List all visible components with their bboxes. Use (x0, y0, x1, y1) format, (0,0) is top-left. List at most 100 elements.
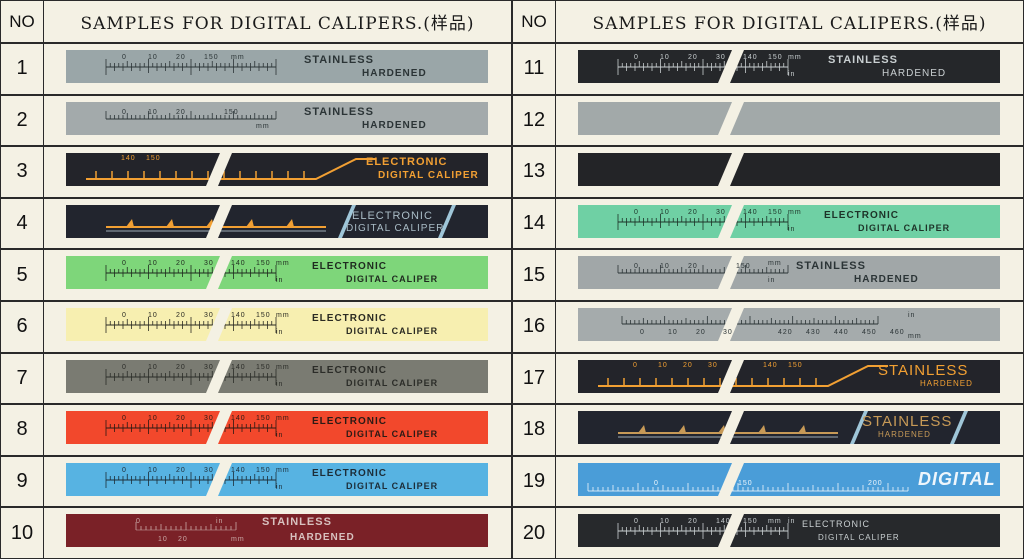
tick-label: 0 (634, 208, 639, 216)
sample-number: 17 (512, 352, 556, 405)
tick-label: mm (276, 363, 290, 371)
cut-line (206, 462, 232, 496)
strip-graphic (578, 514, 1000, 548)
tick-label: in (908, 312, 916, 319)
strip-label-primary: STAINLESS (304, 105, 374, 118)
strip-label-primary: STAINLESS (862, 413, 953, 431)
caliper-scale-strip (578, 153, 1000, 187)
strip-background (66, 204, 488, 238)
strip-graphic (66, 359, 488, 393)
strip-label-secondary: DIGITAL CALIPER (858, 222, 951, 233)
tick-label: 10 (148, 415, 158, 423)
sample-number: 11 (512, 43, 556, 95)
caliper-scale-strip: 0 10 20 30 140 150 mm in STAINLESS HARDENED (578, 50, 1000, 83)
sample-row (556, 94, 1024, 147)
tick-label: in (276, 277, 284, 285)
strip-graphic (578, 101, 1000, 135)
strip-label-primary: ELECTRONIC (312, 416, 387, 428)
scale-line (598, 364, 888, 387)
tick-label: 460 (890, 329, 905, 336)
tick-label: 10 (148, 312, 158, 319)
tick-label: in (276, 432, 284, 440)
scale-tick (126, 218, 134, 227)
decor-stripe (338, 204, 356, 238)
strip-label-primary: ELECTRONIC (312, 261, 387, 273)
tick-label: 140 (231, 312, 246, 319)
sample-row: 0 10 20 30 140 150 mm in ELECTRONIC DIGITAL CALIP… (44, 404, 512, 456)
strip-label-primary: STAINLESS (828, 54, 898, 66)
sample-number: 3 (0, 146, 44, 198)
strip-graphic (66, 101, 488, 135)
tick-label: 150 (736, 263, 751, 271)
strip-label-primary: ELECTRONIC (802, 519, 871, 530)
tick-label: 20 (176, 312, 186, 319)
tick-label: 0 (634, 263, 639, 271)
tick-label: in (788, 71, 796, 78)
tick-label: 10 (660, 263, 670, 271)
tick-label: 10 (148, 260, 158, 268)
tick-label: in (216, 518, 224, 526)
tick-label: in (276, 483, 284, 491)
tick-label: 140 (121, 155, 136, 163)
tick-label: 140 (231, 363, 246, 371)
tick-label: 20 (683, 361, 693, 369)
caliper-scale-strip: 0 10 20 30 140 150 mm in ELECTRONIC DIGITAL CALIP… (66, 411, 488, 445)
tick-label: in (768, 277, 776, 285)
decor-stripe (438, 204, 456, 238)
strip-background (66, 514, 488, 548)
tick-label: 10 (158, 536, 168, 544)
tick-label: 150 (256, 312, 271, 319)
tick-label: 20 (176, 415, 186, 423)
sample-number: 5 (0, 249, 44, 301)
strip-graphic (578, 50, 1000, 83)
decor-stripe (950, 411, 968, 445)
cut-line (206, 204, 232, 238)
strip-label-secondary: DIGITAL CALIPER (346, 480, 439, 491)
sample-number: 8 (0, 404, 44, 456)
sample-number: 4 (0, 197, 44, 250)
caliper-scale-strip (578, 101, 1000, 135)
tick-label: 140 (743, 54, 758, 61)
strip-label-primary: DIGITAL (918, 468, 996, 489)
tick-label: 20 (176, 466, 186, 474)
strip-label-primary: ELECTRONIC (312, 364, 387, 376)
tick-label: 20 (176, 363, 186, 371)
tick-label: 0 (640, 329, 645, 336)
scale-tick (678, 425, 686, 434)
strip-graphic (66, 256, 488, 290)
caliper-scale-strip: 0 10 20 30 140 150 mm in ELECTRONIC DIGITAL CALIP… (66, 256, 488, 290)
sample-number: 13 (512, 146, 556, 198)
tick-label: 20 (688, 518, 698, 526)
strip-graphic (66, 308, 488, 341)
tick-label: 0 (122, 466, 127, 474)
tick-label: 150 (256, 415, 271, 423)
sample-row: ELECTRONIC DIGITAL CALIPER (44, 197, 512, 250)
tick-label: 0 (122, 415, 127, 423)
strip-background (578, 101, 1000, 135)
strip-graphic (66, 204, 488, 238)
tick-label: 20 (688, 208, 698, 216)
tick-label: 150 (204, 54, 219, 61)
strip-label-secondary: DIGITAL CALIPER (346, 326, 439, 336)
tick-label: 150 (743, 518, 758, 526)
strip-background (578, 153, 1000, 187)
tick-label: 0 (122, 54, 127, 61)
tick-label: mm (276, 312, 290, 319)
strip-label-secondary: DIGITAL CALIPER (378, 170, 479, 182)
caliper-scale-strip: 0 10 20 30 140 150 STAINLESS HARDENED (578, 359, 1000, 393)
tick-label: 20 (696, 329, 706, 336)
strip-graphic (66, 153, 488, 187)
cut-line (206, 308, 232, 341)
sample-row: 0 10 20 30 140 150 mm in ELECTRONIC DIGITAL CALIP… (44, 352, 512, 405)
caliper-scale-strip: 0 10 20 30 140 150 mm in ELECTRONIC DIGITAL CALIP… (66, 462, 488, 496)
tick-label: mm (788, 208, 802, 216)
tick-label: 0 (136, 518, 141, 526)
strip-label-secondary: HARDENED (362, 119, 427, 131)
tick-label: 10 (660, 518, 670, 526)
strip-label-secondary: HARDENED (362, 68, 427, 79)
sample-row: 0 10 20 30 140 150 mm in ELECTRONIC DIGITAL CALIP… (44, 455, 512, 508)
sample-number: 7 (0, 352, 44, 405)
strip-background (66, 153, 488, 187)
caliper-scale-strip: 0 10 20 in mm STAINLESS HARDENED (66, 514, 488, 548)
tick-label: mm (276, 415, 290, 423)
